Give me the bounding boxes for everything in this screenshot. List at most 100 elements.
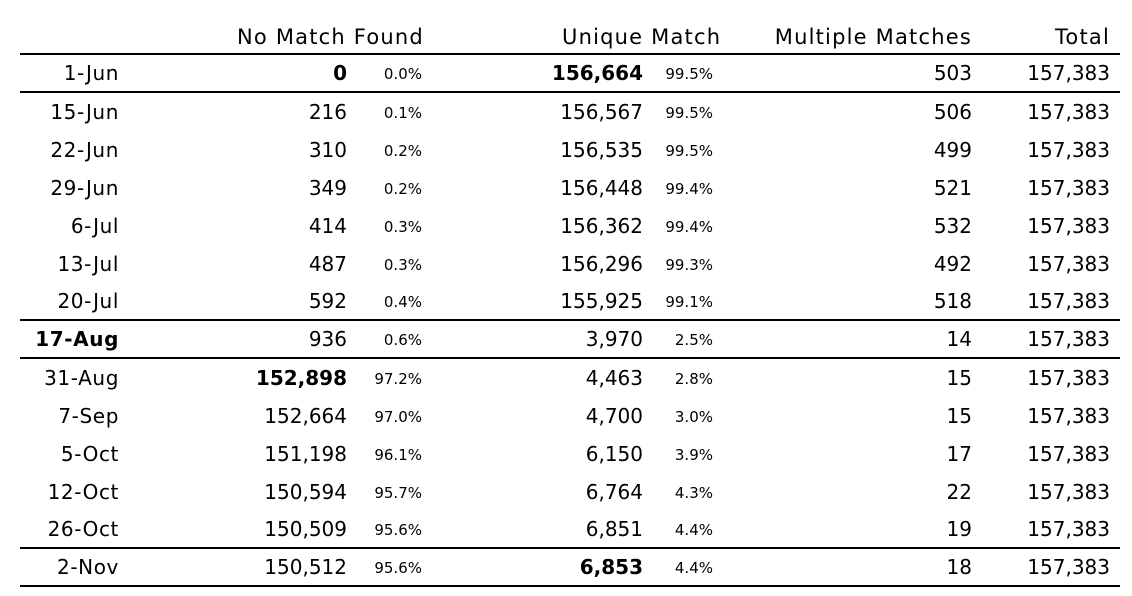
- unique-match-count-cell: 4,463: [585, 365, 643, 390]
- multiple-matches-cell: 18: [946, 554, 972, 579]
- multiple-matches-cell: 492: [933, 251, 972, 276]
- total-cell: 157,383: [1027, 251, 1110, 276]
- unique-match-pct-cell: 3.9%: [674, 446, 713, 465]
- multiple-matches-cell: 499: [933, 137, 972, 162]
- no-match-count-cell: 152,898: [255, 365, 347, 390]
- table-row: 12-Oct 150,594 95.7% 6,764 4.3% 22 157,383: [20, 473, 1120, 511]
- unique-match-count-cell: 6,853: [579, 554, 643, 579]
- total-cell: 157,383: [1027, 175, 1110, 200]
- unique-match-count-cell: 6,764: [585, 479, 643, 504]
- total-cell: 157,383: [1027, 365, 1110, 390]
- unique-match-count-cell: 6,150: [585, 441, 643, 466]
- unique-match-pct-cell: 99.5%: [665, 104, 713, 123]
- no-match-count-cell: 592: [308, 288, 347, 313]
- unique-match-pct-cell: 99.5%: [665, 65, 713, 84]
- total-cell: 157,383: [1027, 60, 1110, 85]
- date-cell: 2-Nov: [57, 554, 119, 579]
- no-match-count-cell: 150,594: [264, 479, 347, 504]
- table-row: 6-Jul 414 0.3% 156,362 99.4% 532 157,383: [20, 207, 1120, 245]
- unique-match-pct-cell: 99.4%: [665, 180, 713, 199]
- multiple-matches-cell: 14: [946, 326, 972, 351]
- table-row: 22-Jun 310 0.2% 156,535 99.5% 499 157,383: [20, 131, 1120, 169]
- match-results-table: No Match Found Unique Match Multiple Mat…: [20, 0, 1120, 587]
- unique-match-count-cell: 156,664: [551, 60, 643, 85]
- table-row: 15-Jun 216 0.1% 156,567 99.5% 506 157,383: [20, 93, 1120, 131]
- table-row: 29-Jun 349 0.2% 156,448 99.4% 521 157,383: [20, 169, 1120, 207]
- no-match-count-cell: 936: [308, 326, 347, 351]
- date-cell: 12-Oct: [47, 479, 119, 504]
- table-row: 2-Nov 150,512 95.6% 6,853 4.4% 18 157,383: [20, 549, 1120, 587]
- unique-match-pct-cell: 4.3%: [674, 484, 713, 503]
- column-header-unique-match: Unique Match: [562, 25, 722, 49]
- unique-match-pct-cell: 4.4%: [674, 521, 713, 540]
- date-cell: 13-Jul: [57, 251, 119, 276]
- unique-match-pct-cell: 99.3%: [665, 256, 713, 275]
- total-cell: 157,383: [1027, 137, 1110, 162]
- date-cell: 1-Jun: [63, 60, 119, 85]
- table-body: 1-Jun 0 0.0% 156,664 99.5% 503 157,383 15-Jun 21…: [20, 55, 1120, 587]
- total-cell: 157,383: [1027, 99, 1110, 124]
- multiple-matches-cell: 503: [933, 60, 972, 85]
- unique-match-count-cell: 6,851: [585, 516, 643, 541]
- no-match-count-cell: 414: [308, 213, 347, 238]
- multiple-matches-cell: 518: [933, 288, 972, 313]
- multiple-matches-cell: 15: [946, 403, 972, 428]
- no-match-pct-cell: 95.7%: [374, 484, 422, 503]
- multiple-matches-cell: 17: [946, 441, 972, 466]
- unique-match-count-cell: 155,925: [560, 288, 643, 313]
- multiple-matches-cell: 532: [933, 213, 972, 238]
- no-match-pct-cell: 0.2%: [383, 142, 422, 161]
- unique-match-pct-cell: 99.1%: [665, 293, 713, 312]
- no-match-pct-cell: 95.6%: [374, 521, 422, 540]
- no-match-pct-cell: 0.0%: [383, 65, 422, 84]
- unique-match-count-cell: 156,362: [560, 213, 643, 238]
- total-cell: 157,383: [1027, 479, 1110, 504]
- unique-match-pct-cell: 2.5%: [674, 331, 713, 350]
- total-cell: 157,383: [1027, 403, 1110, 428]
- table-row: 31-Aug 152,898 97.2% 4,463 2.8% 15 157,383: [20, 359, 1120, 397]
- no-match-count-cell: 349: [308, 175, 347, 200]
- unique-match-count-cell: 156,567: [560, 99, 643, 124]
- total-cell: 157,383: [1027, 288, 1110, 313]
- no-match-pct-cell: 0.1%: [383, 104, 422, 123]
- table-row: 1-Jun 0 0.0% 156,664 99.5% 503 157,383: [20, 55, 1120, 93]
- multiple-matches-cell: 19: [946, 516, 972, 541]
- no-match-count-cell: 150,512: [264, 554, 347, 579]
- table-row: 7-Sep 152,664 97.0% 4,700 3.0% 15 157,383: [20, 397, 1120, 435]
- table-row: 20-Jul 592 0.4% 155,925 99.1% 518 157,383: [20, 283, 1120, 321]
- no-match-count-cell: 0: [333, 60, 347, 85]
- no-match-count-cell: 151,198: [264, 441, 347, 466]
- unique-match-pct-cell: 99.5%: [665, 142, 713, 161]
- no-match-pct-cell: 0.4%: [383, 293, 422, 312]
- column-header-total: Total: [1054, 25, 1110, 49]
- date-cell: 7-Sep: [58, 403, 119, 428]
- multiple-matches-cell: 22: [946, 479, 972, 504]
- no-match-count-cell: 487: [308, 251, 347, 276]
- no-match-pct-cell: 96.1%: [374, 446, 422, 465]
- table-row: 17-Aug 936 0.6% 3,970 2.5% 14 157,383: [20, 321, 1120, 359]
- date-cell: 31-Aug: [44, 365, 119, 390]
- total-cell: 157,383: [1027, 213, 1110, 238]
- total-cell: 157,383: [1027, 554, 1110, 579]
- unique-match-count-cell: 156,535: [560, 137, 643, 162]
- multiple-matches-cell: 506: [933, 99, 972, 124]
- unique-match-pct-cell: 3.0%: [674, 408, 713, 427]
- no-match-pct-cell: 0.6%: [383, 331, 422, 350]
- no-match-count-cell: 150,509: [264, 516, 347, 541]
- unique-match-count-cell: 3,970: [585, 326, 643, 351]
- multiple-matches-cell: 15: [946, 365, 972, 390]
- no-match-count-cell: 310: [308, 137, 347, 162]
- no-match-pct-cell: 0.2%: [383, 180, 422, 199]
- unique-match-count-cell: 156,448: [560, 175, 643, 200]
- date-cell: 6-Jul: [70, 213, 119, 238]
- date-cell: 26-Oct: [47, 516, 119, 541]
- table-header-row: No Match Found Unique Match Multiple Mat…: [20, 0, 1120, 55]
- no-match-pct-cell: 0.3%: [383, 218, 422, 237]
- table-row: 5-Oct 151,198 96.1% 6,150 3.9% 17 157,383: [20, 435, 1120, 473]
- table-row: 26-Oct 150,509 95.6% 6,851 4.4% 19 157,383: [20, 511, 1120, 549]
- unique-match-pct-cell: 4.4%: [674, 559, 713, 578]
- no-match-pct-cell: 97.2%: [374, 370, 422, 389]
- no-match-pct-cell: 95.6%: [374, 559, 422, 578]
- no-match-pct-cell: 97.0%: [374, 408, 422, 427]
